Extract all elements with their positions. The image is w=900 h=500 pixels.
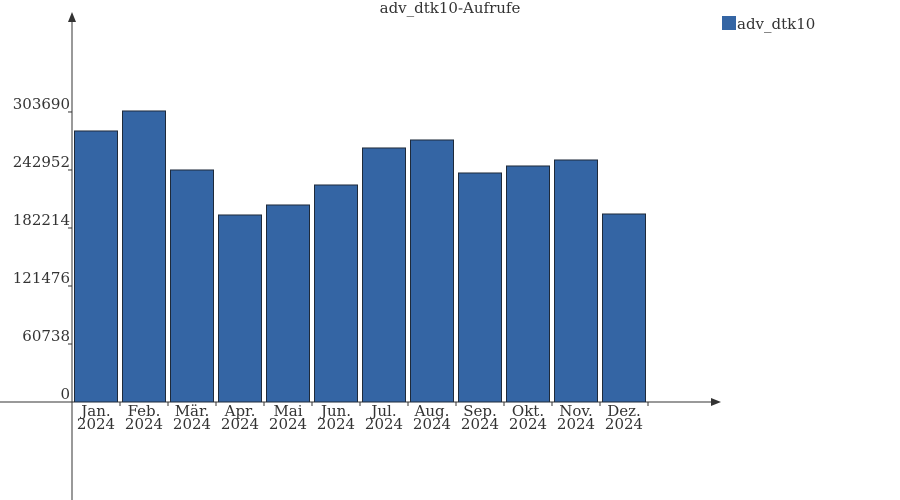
y-tick-label: 182214 <box>13 211 70 229</box>
x-tick-label: Mär. 2024 <box>173 402 211 433</box>
bar <box>410 139 454 403</box>
chart-title: adv_dtk10-Aufrufe <box>380 0 521 17</box>
y-tick-label: 242952 <box>13 153 70 171</box>
x-tick-label: Sep. 2024 <box>461 402 499 433</box>
x-tick-label: Okt. 2024 <box>509 402 547 433</box>
x-tick-label: Feb. 2024 <box>125 402 163 433</box>
legend-swatch <box>722 16 736 30</box>
bar <box>362 147 406 403</box>
bar <box>506 165 550 403</box>
legend-label: adv_dtk10 <box>737 15 815 33</box>
y-tick-label: 121476 <box>13 269 70 287</box>
bar <box>74 130 118 403</box>
y-axis-arrow <box>68 12 76 22</box>
bar <box>170 169 214 403</box>
bar <box>266 204 310 403</box>
x-axis-arrow <box>711 398 721 406</box>
bar <box>218 214 262 403</box>
bar <box>122 110 166 403</box>
bar <box>554 159 598 403</box>
x-tick-label: Aug. 2024 <box>413 402 451 433</box>
x-tick-label: Jul. 2024 <box>365 402 403 433</box>
x-tick-label: Mai 2024 <box>269 402 307 433</box>
y-tick-label: 60738 <box>22 327 70 345</box>
x-tick-label: Jan. 2024 <box>77 402 115 433</box>
bar <box>314 184 358 403</box>
y-tick-label: 303690 <box>13 95 70 113</box>
x-tick-label: Dez. 2024 <box>605 402 643 433</box>
y-tick-label: 0 <box>60 385 70 403</box>
bar <box>602 213 646 403</box>
x-tick-label: Apr. 2024 <box>221 402 259 433</box>
x-tick-label: Nov. 2024 <box>557 402 595 433</box>
x-tick-label: Jun. 2024 <box>317 402 355 433</box>
bar <box>458 172 502 403</box>
